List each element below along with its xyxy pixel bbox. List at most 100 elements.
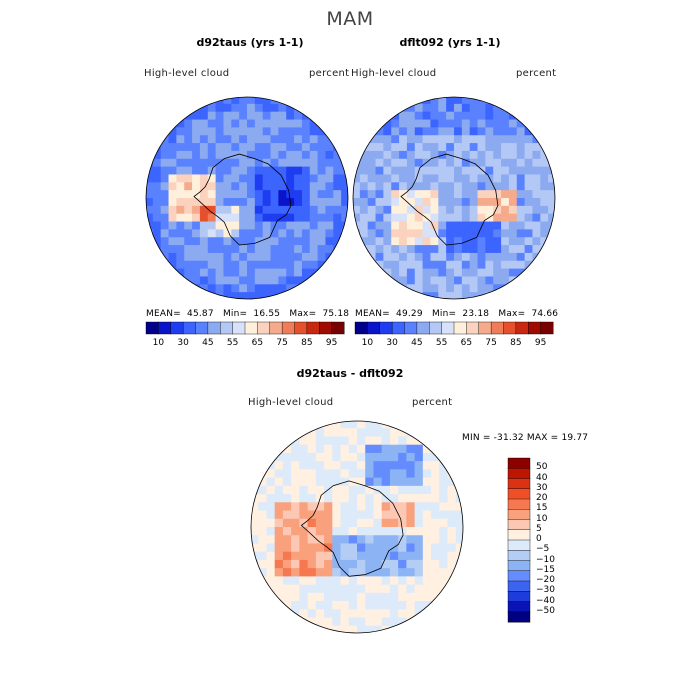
- panel-1-field-cell: [239, 213, 248, 223]
- panel-1-field-cell: [192, 166, 201, 176]
- panel-2-field-cell: [540, 229, 549, 238]
- panel-1-field-cell: [231, 190, 240, 199]
- panel-2-field-cell: [516, 190, 526, 199]
- panel-1-field-cell: [199, 174, 209, 183]
- panel-1-field-cell: [278, 111, 287, 121]
- panel-2-field-cell: [430, 150, 439, 160]
- panel-1-field-cell: [317, 252, 327, 262]
- panel-2-field-cell: [508, 268, 518, 278]
- panel-3-field-cell: [414, 601, 424, 610]
- panel-3-field-cell: [340, 601, 350, 610]
- panel-2-field-cell: [367, 127, 377, 136]
- panel-3-field-cell: [414, 494, 424, 503]
- panel-3-field-cell: [431, 485, 440, 495]
- panel-2-field-cell: [469, 268, 479, 278]
- panel-3-colorbar-tick-label: −20: [536, 575, 555, 585]
- panel-2-field-cell: [493, 119, 502, 128]
- panel-2-field-cell: [477, 198, 486, 207]
- panel-3-field-cell: [439, 559, 449, 569]
- panel-3-field-cell: [414, 584, 424, 594]
- panel-2-field-cell: [493, 252, 502, 262]
- panel-2-field-cell: [469, 190, 479, 199]
- panel-1-field-cell: [192, 158, 201, 168]
- panel-1-field-cell: [286, 268, 295, 278]
- panel-2-colorbar-box: [453, 321, 467, 335]
- panel-1-field-cell: [294, 158, 303, 168]
- panel-2-field-cell: [438, 166, 447, 176]
- panel-2-field-cell: [406, 119, 416, 128]
- panel-3-field-cell: [414, 551, 424, 561]
- panel-1-field-cell: [199, 135, 209, 144]
- panel-2-field-cell: [383, 143, 392, 152]
- panel-1-field-cell: [301, 135, 311, 144]
- panel-2-field-cell: [524, 237, 534, 246]
- panel-2-field-cell: [359, 158, 369, 168]
- panel-3-field-cell: [274, 494, 284, 503]
- panel-2-field-cell: [501, 158, 510, 168]
- panel-2-field-cell: [532, 260, 541, 270]
- panel-1-field-cell: [199, 166, 209, 176]
- panel-1-colorbar-box: [257, 321, 271, 335]
- panel-1-field-cell: [168, 237, 177, 246]
- panel-1-field-cell: [262, 213, 272, 223]
- panel-3-field-cell: [447, 551, 457, 561]
- panel-1-field-cell: [254, 174, 264, 183]
- panel-2-field-cell: [446, 229, 455, 238]
- panel-1-field-cell: [160, 166, 170, 176]
- panel-1-field-cell: [176, 205, 185, 215]
- panel-1-field-cell: [176, 190, 185, 199]
- panel-1-field-cell: [215, 150, 225, 160]
- panel-3-field-cell: [340, 559, 350, 569]
- panel-1-field-cell: [207, 284, 217, 293]
- panel-2-field-cell: [438, 190, 447, 199]
- panel-3-field-cell: [348, 568, 358, 577]
- panel-2-field-cell: [501, 268, 510, 278]
- panel-1-field-cell: [278, 158, 287, 168]
- panel-3-field-cell: [258, 527, 268, 536]
- panel-2-field-cell: [540, 135, 549, 144]
- panel-3-field-cell: [406, 543, 416, 553]
- panel-1-field-cell: [270, 245, 279, 254]
- panel-2-field-cell: [454, 268, 463, 278]
- panel-3-field-cell: [274, 551, 284, 561]
- panel-2-field-cell: [477, 135, 486, 144]
- panel-2-field-cell: [391, 103, 400, 113]
- panel-3-field-cell: [332, 436, 342, 446]
- panel-3-colorbar-box: [507, 550, 531, 562]
- panel-1-field-cell: [294, 260, 303, 270]
- panel-1-field-cell: [270, 182, 279, 191]
- panel-3-field-cell: [332, 609, 342, 619]
- panel-3-field-cell: [324, 518, 333, 528]
- panel-2-field-cell: [406, 213, 416, 223]
- panel-3-field-cell: [282, 576, 292, 586]
- panel-1-field-cell: [325, 198, 334, 207]
- panel-3-field-cell: [414, 617, 424, 627]
- panel-3-colorbar-tick-label: −15: [536, 564, 555, 575]
- panel-3-field-cell: [291, 494, 300, 503]
- panel-3-stats: MIN = -31.32 MAX = 19.77: [462, 433, 589, 443]
- panel-1-field-cell: [286, 119, 295, 128]
- panel-3-field-cell: [307, 609, 317, 619]
- panel-1-field-cell: [301, 127, 311, 136]
- panel-2-field-cell: [493, 127, 502, 136]
- panel-2-field-cell: [516, 158, 526, 168]
- panel-1-field-cell: [270, 198, 279, 207]
- panel-3-field-cell: [307, 576, 317, 586]
- panel-1-field-cell: [146, 205, 154, 215]
- panel-3-field-cell: [431, 559, 440, 569]
- panel-2-field-cell: [399, 198, 408, 207]
- panel-1-field-cell: [152, 182, 162, 191]
- panel-3-field-cell: [398, 494, 407, 503]
- panel-2-field-cell: [532, 245, 541, 254]
- panel-3-field-cell: [266, 576, 276, 586]
- panel-2-field-cell: [446, 174, 455, 183]
- panel-3-field-cell: [365, 510, 375, 520]
- panel-1-field-cell: [184, 150, 193, 160]
- panel-2-field-cell: [524, 268, 534, 278]
- panel-2-field-cell: [383, 182, 392, 191]
- panel-1-field-cell: [239, 135, 248, 144]
- panel-2-field-cell: [532, 182, 541, 191]
- panel-3-field-cell: [340, 592, 350, 602]
- panel-1-field-cell: [294, 213, 303, 223]
- panel-3-field-cell: [373, 576, 383, 586]
